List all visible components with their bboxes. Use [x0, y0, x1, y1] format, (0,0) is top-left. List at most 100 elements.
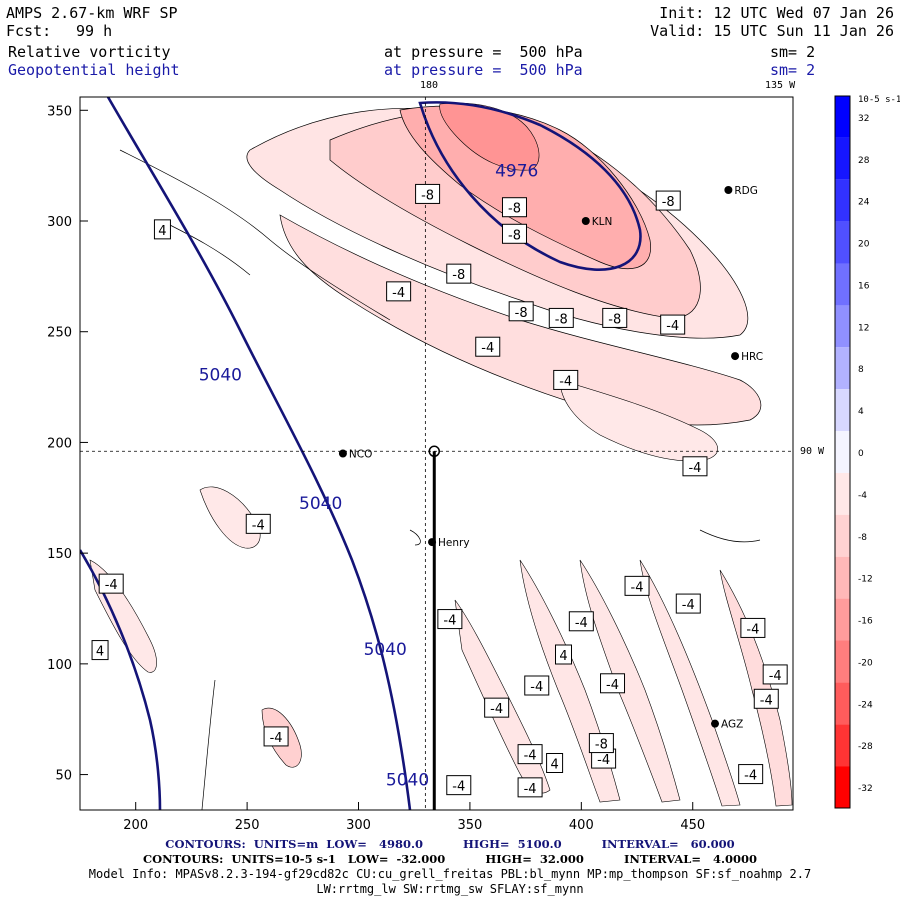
vorticity-contour-label: -4: [475, 336, 501, 357]
vorticity-contour-label: -4: [245, 513, 271, 534]
vorticity-contour-label: -4: [437, 609, 463, 630]
colorbar-swatch: [835, 347, 850, 390]
lon-label-180: 180: [420, 80, 439, 91]
crosshair-lines: [80, 97, 793, 810]
station-marker: RDG: [724, 185, 758, 197]
svg-text:-4: -4: [597, 753, 610, 768]
svg-text:-4: -4: [746, 622, 759, 637]
svg-text:-8: -8: [508, 202, 521, 217]
vorticity-contour-info: CONTOURS: UNITS=10-5 s-1 LOW= -32.000 HI…: [142, 852, 758, 866]
svg-text:4: 4: [550, 758, 558, 773]
vorticity-contour-label: -4: [446, 775, 472, 796]
colorbar-swatch: [835, 598, 850, 641]
vorticity-contour-label: -8: [588, 733, 614, 754]
svg-text:-4: -4: [530, 680, 543, 695]
vorticity-contour-label: -8: [655, 190, 681, 211]
colorbar-level-label: -8: [858, 533, 867, 543]
svg-text:-8: -8: [555, 312, 568, 327]
colorbar-swatch: [835, 682, 850, 725]
svg-text:RDG: RDG: [734, 185, 758, 197]
field1-level: at pressure = 500 hPa: [384, 43, 583, 61]
svg-text:-4: -4: [252, 518, 265, 533]
svg-text:-4: -4: [524, 749, 537, 764]
svg-text:Henry: Henry: [438, 537, 470, 549]
field2-name: Geopotential height: [8, 61, 180, 79]
station-marker: KLN: [581, 216, 613, 228]
svg-text:-8: -8: [515, 306, 528, 321]
vorticity-contour-label: -8: [415, 183, 441, 204]
svg-text:-8: -8: [608, 312, 621, 327]
vorticity-contour-label: 4: [153, 219, 171, 240]
y-tick-label: 150: [47, 547, 72, 562]
svg-text:4: 4: [158, 224, 166, 239]
field1-smoothing: sm= 2: [770, 43, 816, 61]
vorticity-contour-label: -4: [98, 573, 124, 594]
colorbar-swatch: [835, 96, 850, 138]
vorticity-contour-label: -4: [263, 726, 289, 747]
vorticity-contour-label: -4: [675, 593, 701, 614]
field2-level: at pressure = 500 hPa: [384, 61, 583, 79]
vorticity-contour-label: -4: [753, 688, 779, 709]
vorticity-contour-label: 4: [91, 640, 109, 661]
svg-text:-8: -8: [662, 195, 675, 210]
colorbar-swatch: [835, 766, 850, 808]
field2-smoothing: sm= 2: [770, 61, 816, 79]
colorbar: 32 28 24 20 16 12 8 4 0 -4 -8 -12 -16 -20 -24 -28 -32: [834, 95, 873, 809]
x-tick-label: 400: [569, 818, 594, 833]
svg-text:-4: -4: [452, 780, 465, 795]
vorticity-contour-label: -4: [568, 611, 594, 632]
svg-text:-4: -4: [744, 769, 757, 784]
init-time: Init: 12 UTC Wed 07 Jan 26: [659, 4, 894, 22]
height-contour-info: CONTOURS: UNITS=m LOW= 4980.0 HIGH= 5100…: [165, 837, 735, 851]
colorbar-swatch: [835, 305, 850, 348]
station-marker: HRC: [731, 351, 763, 363]
y-tick-label: 250: [47, 326, 72, 341]
svg-text:-4: -4: [682, 598, 695, 613]
svg-text:-8: -8: [421, 188, 434, 203]
cross-section-point: [428, 445, 441, 458]
forecast-hours: 99 h: [76, 22, 113, 40]
colorbar-level-label: -12: [858, 575, 873, 585]
vorticity-contour-label: -4: [517, 744, 543, 765]
svg-text:-4: -4: [490, 702, 503, 717]
svg-text:-4: -4: [443, 614, 456, 629]
svg-text:KLN: KLN: [592, 216, 613, 228]
colorbar-swatch: [835, 514, 850, 557]
svg-text:-8: -8: [452, 268, 465, 283]
station-marker: AGZ: [711, 719, 743, 731]
y-tick-label: 100: [47, 658, 72, 673]
svg-text:4: 4: [559, 649, 567, 664]
vorticity-contour-label: -4: [524, 675, 550, 696]
chart-title: AMPS 2.67-km WRF SP: [6, 4, 178, 22]
svg-text:-4: -4: [575, 616, 588, 631]
colorbar-swatch: [835, 137, 850, 180]
colorbar-swatch: [835, 724, 850, 767]
height-contour-label: 5040: [199, 365, 242, 385]
svg-text:-4: -4: [688, 461, 701, 476]
x-tick-label: 250: [235, 818, 260, 833]
colorbar-level-label: -28: [858, 742, 873, 752]
colorbar-level-label: 32: [858, 114, 869, 124]
forecast-label: Fcst:: [6, 22, 52, 40]
svg-text:-4: -4: [481, 341, 494, 356]
x-tick-label: 450: [680, 818, 705, 833]
model-info: Model Info: MPASv8.2.3-194-gf29cd82c CU:…: [88, 867, 812, 881]
y-tick-label: 350: [47, 104, 72, 119]
model-info-cont: LW:rrtmg_lw SW:rrtmg_sw SFLAY:sf_mynn: [316, 882, 584, 896]
vorticity-contour-label: -8: [508, 301, 534, 322]
x-tick-label: 300: [346, 818, 371, 833]
vorticity-contour-label: -4: [682, 456, 708, 477]
vorticity-contour-label: 4: [555, 644, 573, 665]
colorbar-swatch: [835, 263, 850, 306]
vorticity-contour-label: -8: [446, 263, 472, 284]
y-tick-label: 300: [47, 215, 72, 230]
colorbar-level-label: 20: [858, 240, 870, 250]
svg-text:-4: -4: [606, 678, 619, 693]
svg-text:-8: -8: [595, 738, 608, 753]
colorbar-swatch: [835, 640, 850, 683]
svg-text:4: 4: [96, 645, 104, 660]
height-contour-label: 5040: [364, 640, 407, 660]
vorticity-contour-label: 4: [546, 753, 564, 773]
vorticity-contour-label: -8: [602, 307, 628, 328]
lon-label-135w: 135 W: [765, 80, 796, 91]
